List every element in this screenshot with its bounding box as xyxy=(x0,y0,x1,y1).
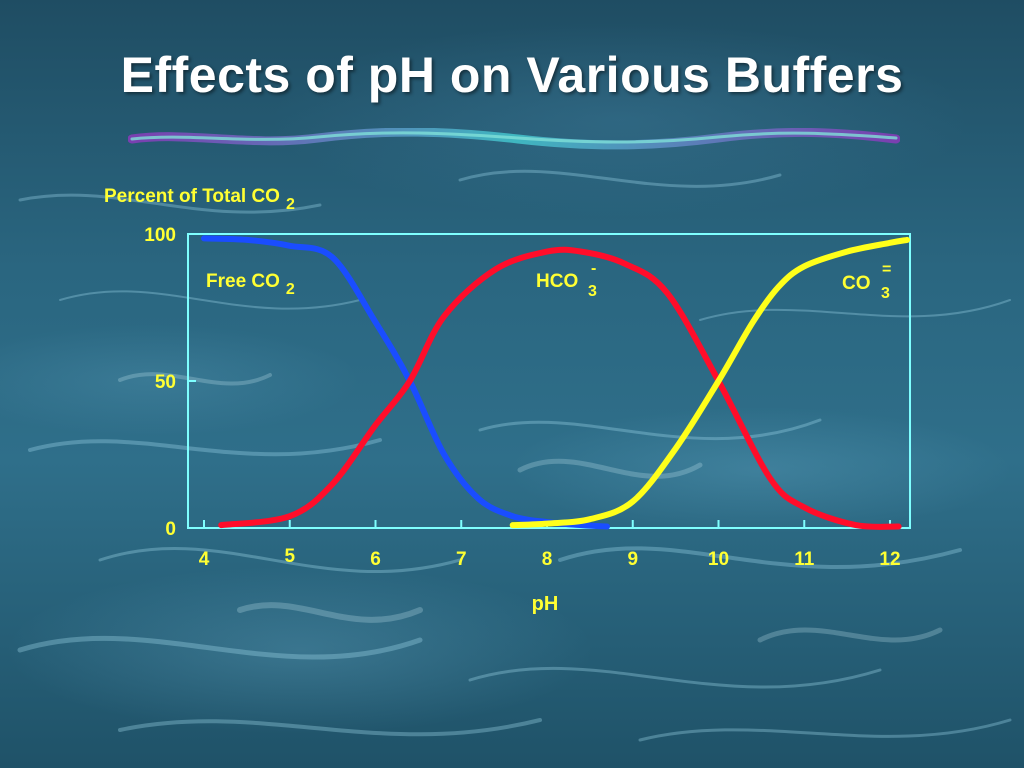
x-axis-label: pH xyxy=(532,593,559,615)
series-label-co3-sub: 3 xyxy=(881,285,890,302)
y-tick-label: 100 xyxy=(144,225,176,246)
series-line-hco3 xyxy=(218,246,902,530)
y-tick-label: 50 xyxy=(155,372,176,393)
x-tick-label: 9 xyxy=(627,549,638,570)
series-line-co3 xyxy=(509,236,911,529)
series-label-co3-sup: = xyxy=(882,261,891,278)
x-tick-label: 10 xyxy=(708,549,729,570)
x-tick-label: 11 xyxy=(794,549,815,570)
y-axis-label: Percent of Total CO 2 xyxy=(104,186,295,213)
title-divider xyxy=(128,128,900,150)
x-tick-label: 6 xyxy=(370,549,381,570)
series-label-hco3-sup: - xyxy=(591,260,596,277)
x-tick-label: 5 xyxy=(284,546,295,567)
slide-title: Effects of pH on Various Buffers xyxy=(120,47,904,103)
series-label-co3: CO xyxy=(842,273,871,294)
x-tick-label: 8 xyxy=(542,549,553,570)
x-tick-label: 7 xyxy=(456,549,467,570)
series-label-free-co2: Free CO 2 xyxy=(206,271,295,298)
y-tick-label: 0 xyxy=(165,519,176,540)
series-label-hco3-sub: 3 xyxy=(588,283,597,300)
x-tick-label: 12 xyxy=(879,549,900,570)
series-label-hco3: HCO xyxy=(536,271,578,292)
x-tick-label: 4 xyxy=(199,549,210,570)
